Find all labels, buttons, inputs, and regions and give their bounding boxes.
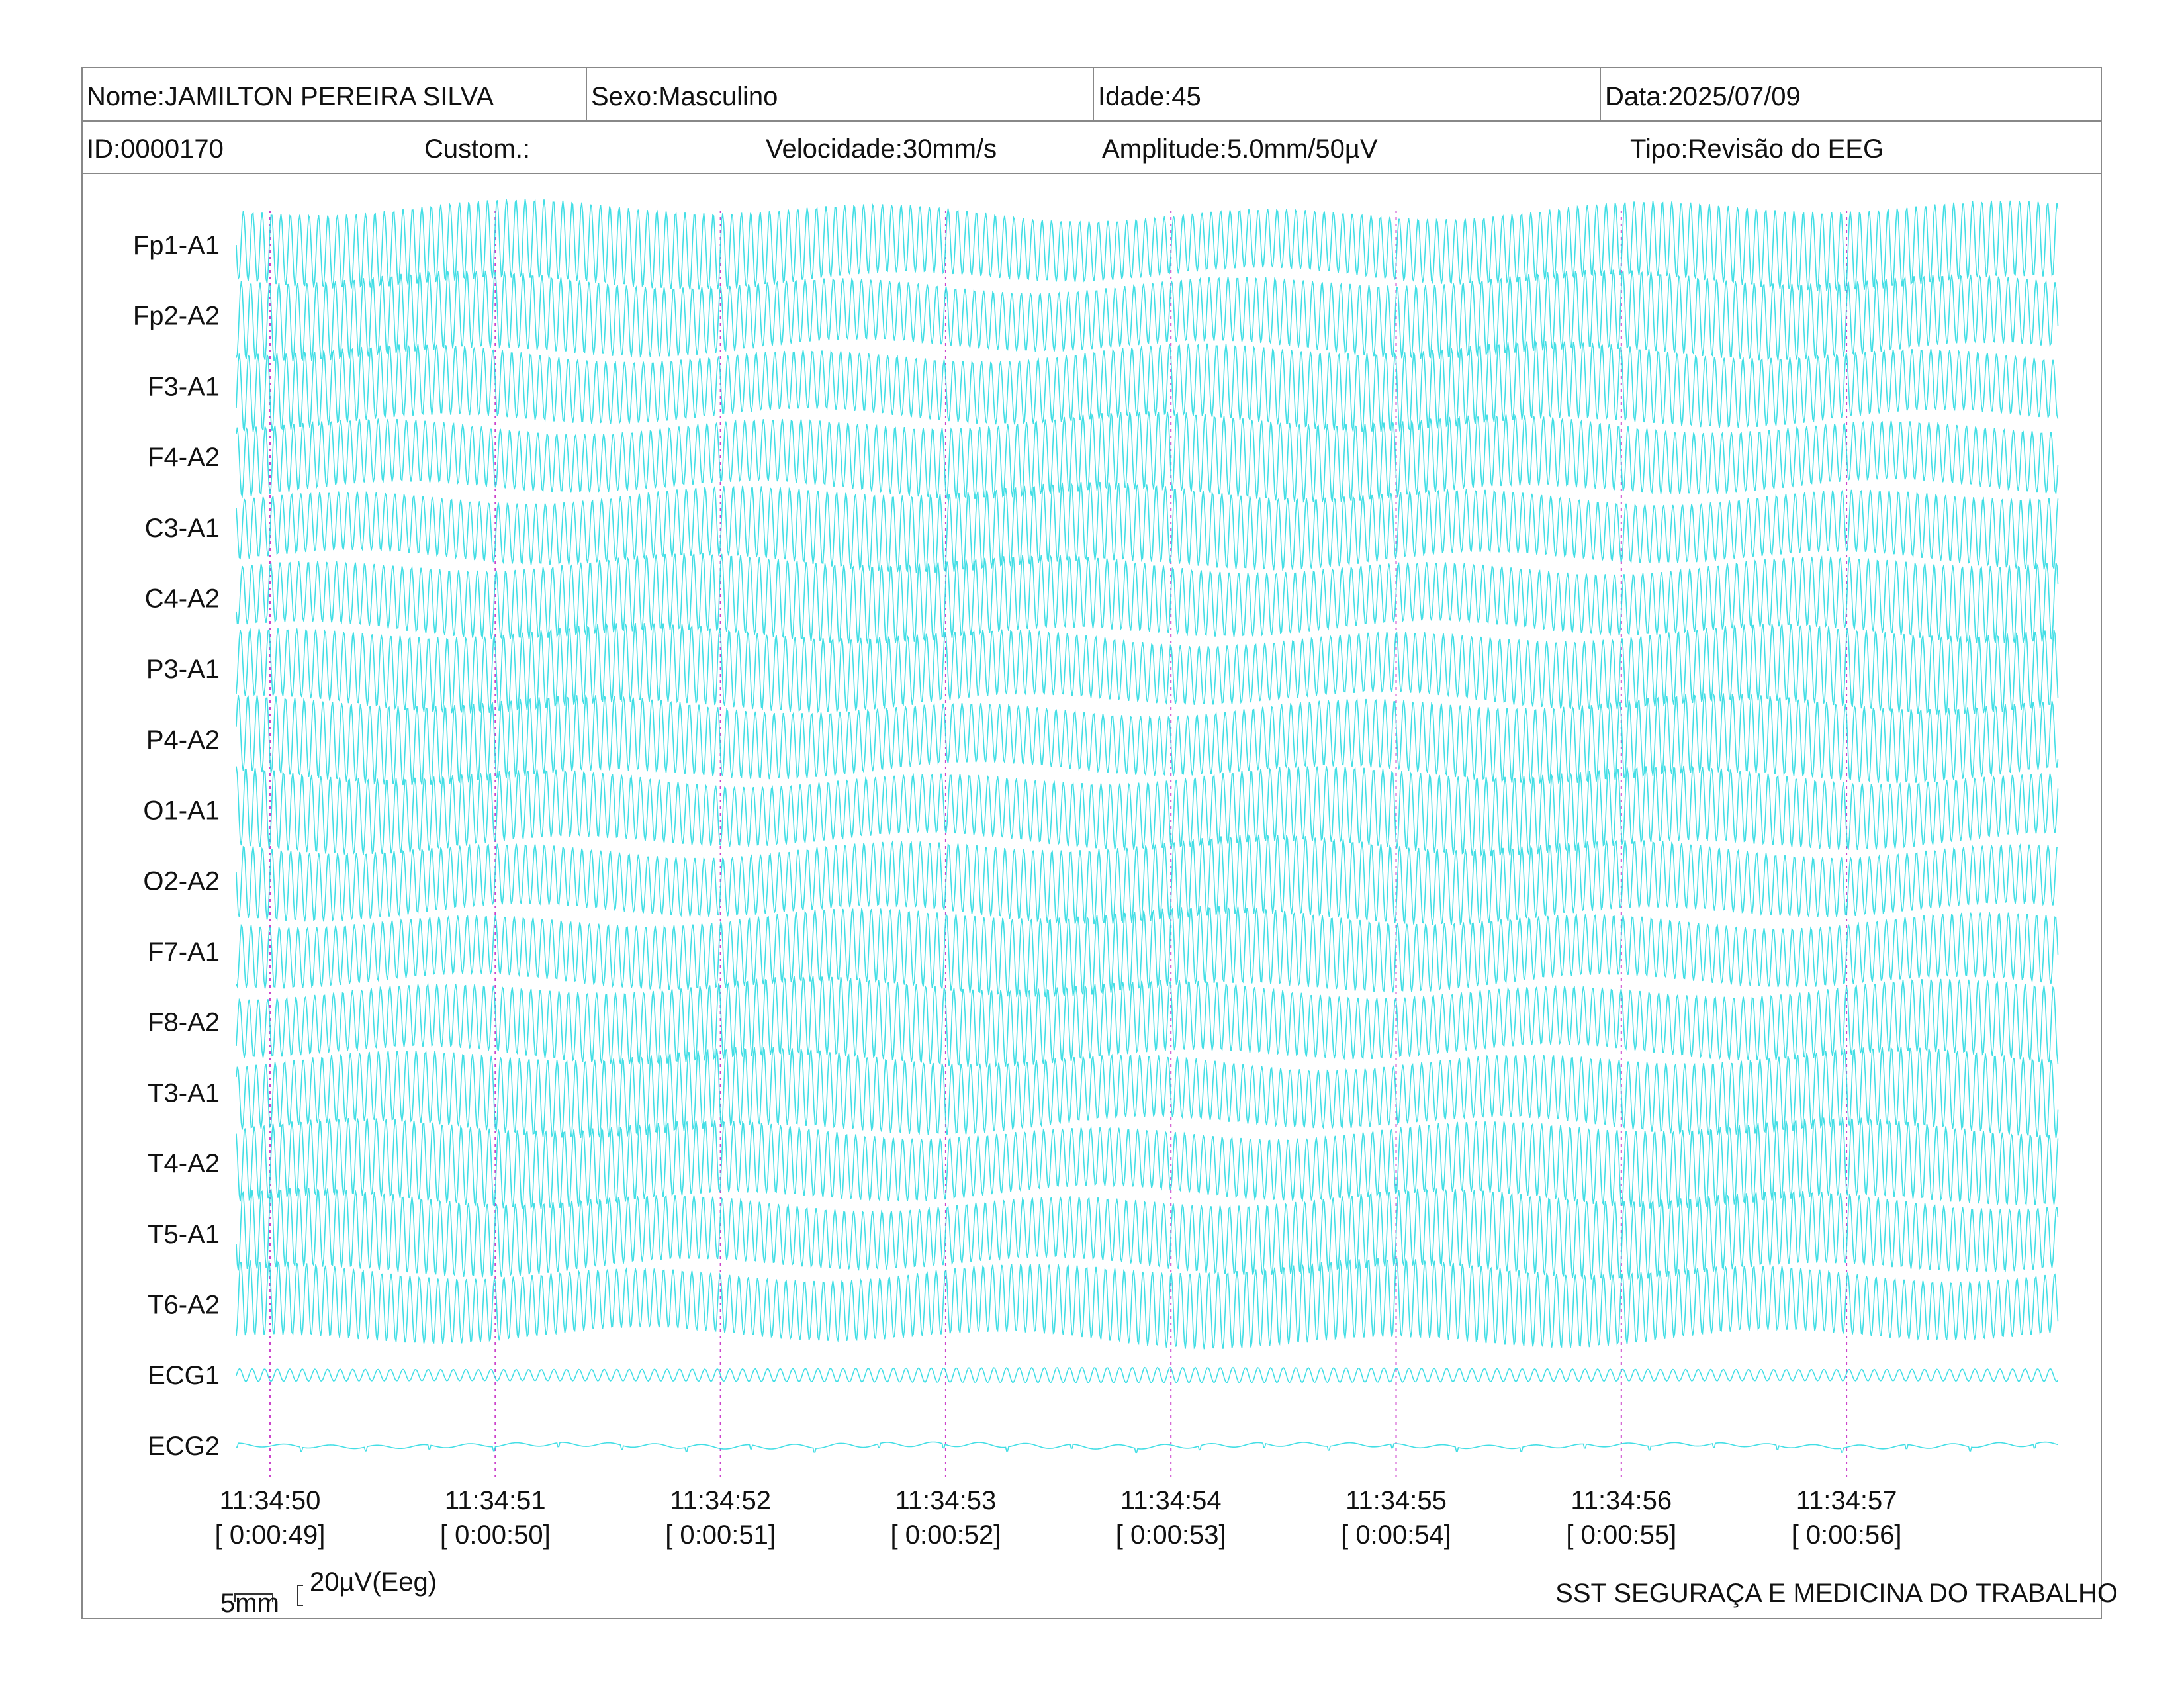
channel-labels-layer: Fp1-A1 Fp2-A2 F3-A1 F4-A2 C3-A1 C4-A2 P3-A1 P4-… [133, 231, 220, 1461]
channel-label: ECG2 [148, 1432, 220, 1461]
channel-label: F3-A1 [148, 372, 220, 401]
channel-label: F8-A2 [148, 1008, 220, 1037]
time-clock-label: 11:34:57 [1796, 1486, 1897, 1515]
channel-label: C4-A2 [145, 585, 220, 614]
patient-sex: Sexo:Masculino [586, 68, 1093, 120]
eeg-trace [236, 269, 2059, 362]
patient-name: Nome:JAMILTON PEREIRA SILVA [87, 82, 494, 111]
eeg-trace [236, 1366, 2059, 1383]
amplitude-scale-label: 20µV(Eeg) [310, 1568, 437, 1597]
traces-layer [236, 199, 2059, 1454]
time-elapsed-label: [ 0:00:56] [1792, 1521, 1902, 1550]
time-labels-layer: 11:34:50 [ 0:00:49] 11:34:51 [ 0:00:50] 11:3… [215, 1486, 1902, 1550]
header-row-1: Nome:JAMILTON PEREIRA SILVA Sexo:Masculi… [83, 68, 2101, 122]
time-clock-label: 11:34:56 [1570, 1486, 1672, 1515]
eeg-trace [236, 199, 2059, 291]
time-elapsed-label: [ 0:00:54] [1341, 1521, 1451, 1550]
eeg-trace [236, 553, 2059, 645]
time-clock-label: 11:34:54 [1120, 1486, 1222, 1515]
exam-date: Data:2025/07/09 [1600, 68, 2101, 120]
footer-company: SST SEGURAÇA E MEDICINA DO TRABALHO [1555, 1579, 2118, 1608]
time-clock-label: 11:34:55 [1345, 1486, 1447, 1515]
eeg-trace [236, 1441, 2058, 1454]
time-elapsed-label: [ 0:00:51] [665, 1521, 776, 1550]
custom-field: Custom.: [424, 134, 531, 164]
eeg-trace [236, 1187, 2059, 1280]
header-row-2: ID:0000170 Custom.: Velocidade:30mm/s Am… [83, 120, 2101, 174]
time-clock-label: 11:34:50 [220, 1486, 321, 1515]
patient-age: Idade:45 [1093, 68, 1600, 120]
report-frame: Nome:JAMILTON PEREIRA SILVA Sexo:Masculi… [81, 67, 2102, 1619]
time-clock-label: 11:34:51 [445, 1486, 546, 1515]
channel-label: O2-A2 [143, 867, 220, 896]
time-clock-label: 11:34:53 [895, 1486, 997, 1515]
channel-label: T5-A1 [148, 1220, 220, 1249]
eeg-trace [236, 1258, 2059, 1350]
channel-label: T3-A1 [148, 1078, 220, 1107]
time-elapsed-label: [ 0:00:52] [891, 1521, 1001, 1550]
channel-label: F4-A2 [148, 443, 220, 472]
scale-bar-icon [234, 1585, 303, 1606]
channel-label: Fp2-A2 [133, 302, 220, 331]
channel-label: O1-A1 [143, 796, 220, 825]
eeg-trace [236, 692, 2059, 786]
channel-label: C3-A1 [145, 514, 220, 543]
channel-label: ECG1 [148, 1361, 220, 1390]
channel-label: F7-A1 [148, 937, 220, 966]
amplitude-setting: Amplitude:5.0mm/50µV [1102, 134, 1378, 164]
eeg-trace [236, 411, 2059, 503]
eeg-trace [236, 765, 2059, 857]
channel-label: T6-A2 [148, 1291, 220, 1320]
exam-type: Tipo:Revisão do EEG [1630, 134, 1884, 164]
time-elapsed-label: [ 0:00:53] [1116, 1521, 1226, 1550]
eeg-trace [236, 340, 2059, 432]
time-scale-label: 5mm [220, 1589, 279, 1618]
time-elapsed-label: [ 0:00:49] [215, 1521, 326, 1550]
eeg-trace [236, 1117, 2059, 1209]
eeg-trace [236, 976, 2059, 1068]
channel-label: Fp1-A1 [133, 231, 220, 260]
channel-label: T4-A2 [148, 1149, 220, 1178]
time-elapsed-label: [ 0:00:55] [1566, 1521, 1676, 1550]
eeg-trace [236, 481, 2059, 573]
speed-setting: Velocidade:30mm/s [766, 134, 997, 164]
eeg-trace [236, 834, 2058, 926]
eeg-trace [236, 1046, 2059, 1139]
time-elapsed-label: [ 0:00:50] [440, 1521, 551, 1550]
eeg-trace [236, 622, 2059, 716]
channel-label: P3-A1 [146, 655, 220, 684]
patient-id: ID:0000170 [87, 134, 224, 164]
time-clock-label: 11:34:52 [670, 1486, 771, 1515]
channel-label: P4-A2 [146, 726, 220, 755]
eeg-trace [236, 906, 2059, 998]
